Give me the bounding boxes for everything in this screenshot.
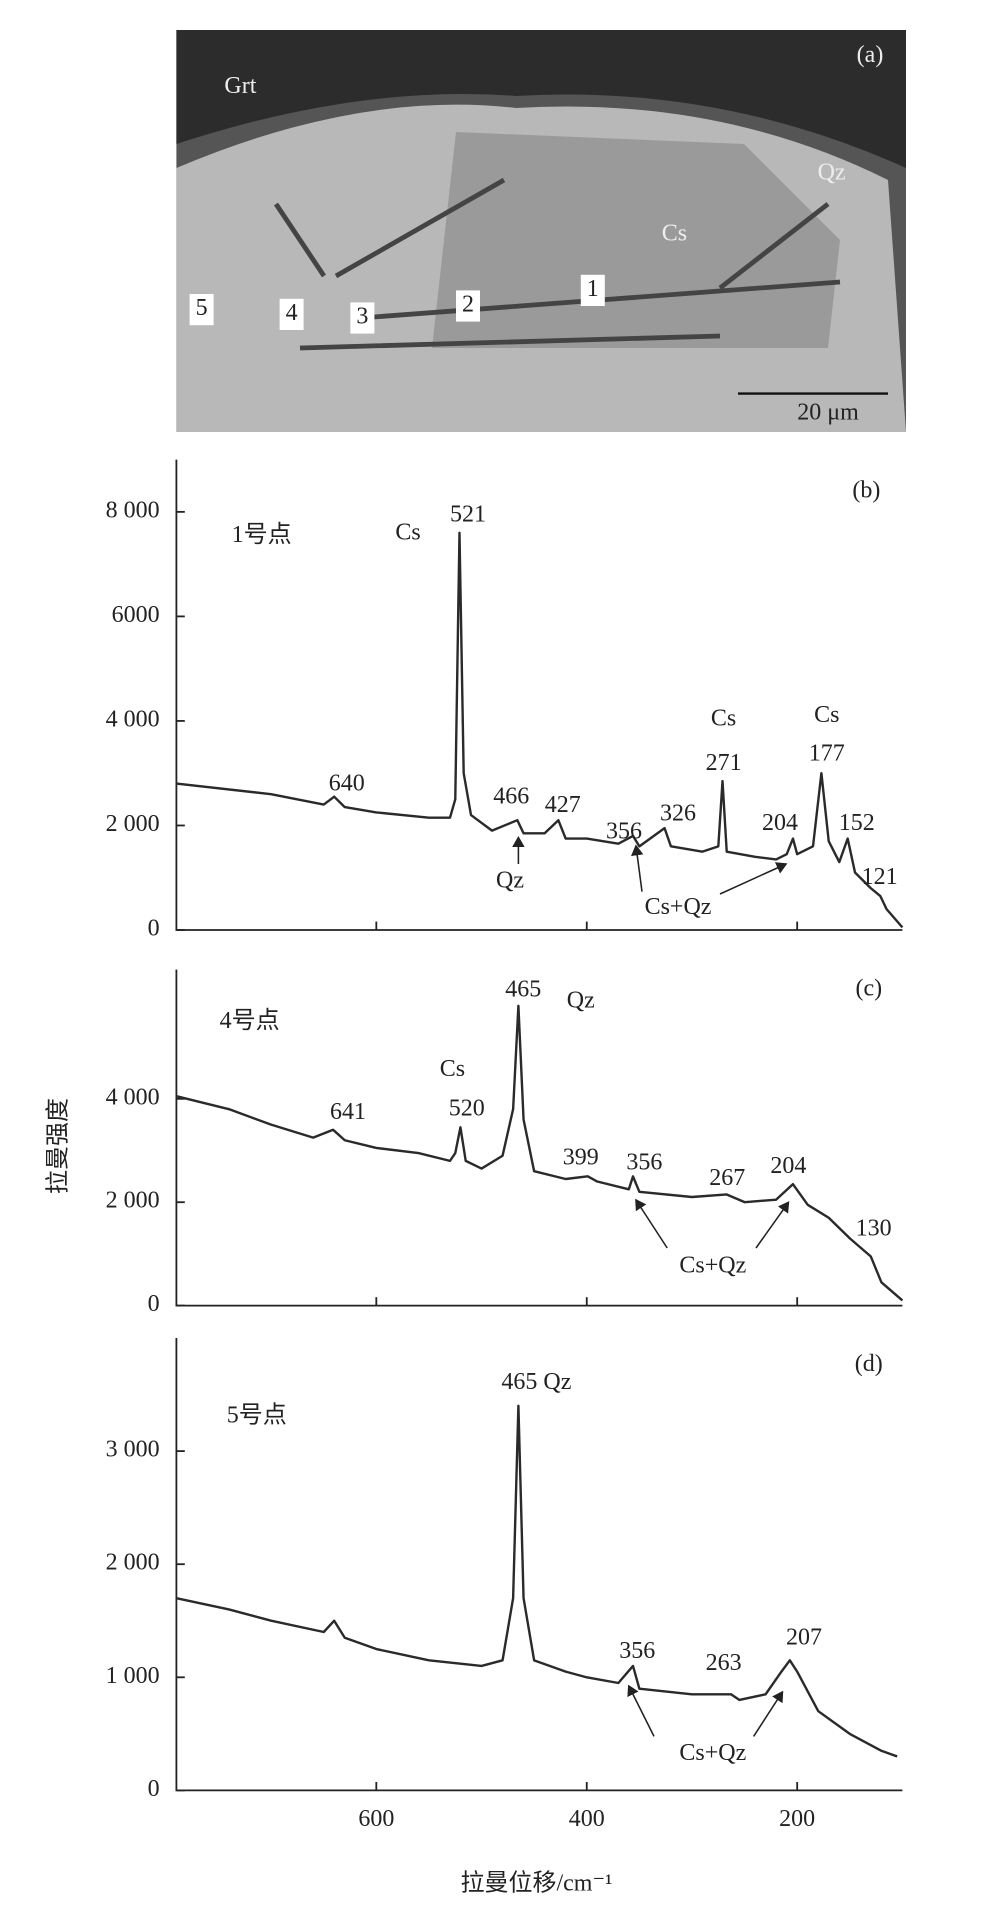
- peak-label: 177: [809, 740, 845, 766]
- point-box: [279, 298, 304, 330]
- peak-label: 204: [770, 1153, 806, 1179]
- x-tick-label: 400: [569, 1806, 605, 1832]
- peak-label: 130: [856, 1216, 892, 1242]
- point-box: [189, 294, 214, 326]
- annotation: 4号点: [220, 1007, 280, 1034]
- point-box: [350, 302, 375, 334]
- peak-label: 121: [862, 864, 898, 890]
- y-tick-label: 2 000: [106, 811, 160, 837]
- x-tick-label: 600: [358, 1806, 394, 1832]
- spectrum-line: [176, 531, 904, 929]
- mineral-label: Qz: [818, 160, 846, 186]
- peak-label: 326: [660, 800, 696, 826]
- peak-label: 204: [762, 810, 798, 836]
- axis-line: [175, 969, 903, 1307]
- coesite-region: [432, 132, 841, 348]
- annotation: 1号点: [232, 521, 292, 548]
- annotation: (b): [852, 478, 880, 504]
- y-tick-label: 4 000: [106, 1084, 160, 1110]
- peak-label: 271: [706, 750, 742, 776]
- peak-label: 399: [563, 1145, 599, 1171]
- point-label: 3: [356, 304, 368, 330]
- y-tick-label: 8 000: [106, 497, 160, 523]
- x-tick-label: 200: [779, 1806, 815, 1832]
- annotation: Cs: [814, 702, 839, 728]
- y-tick-label: 0: [148, 1776, 160, 1802]
- arrow: [635, 1198, 668, 1249]
- arrow: [631, 844, 644, 892]
- y-tick-label: 2 000: [106, 1550, 160, 1576]
- annotation: Qz: [567, 988, 595, 1014]
- annotation: Cs: [395, 520, 420, 546]
- peak-label: 521: [450, 502, 486, 528]
- mineral-label: Cs: [662, 221, 687, 247]
- y-tick-label: 0: [148, 1291, 160, 1317]
- annotation: 465 Qz: [501, 1369, 571, 1395]
- point-label: 4: [286, 300, 298, 326]
- peak-label: 427: [545, 792, 581, 818]
- spectrum-line: [176, 1004, 904, 1302]
- y-tick-label: 4 000: [106, 706, 160, 732]
- arrow: [755, 1201, 790, 1249]
- y-tick-label: 0: [148, 916, 160, 942]
- peak-label: 207: [786, 1625, 822, 1651]
- peak-label: 356: [619, 1638, 655, 1664]
- annotation: (c): [855, 976, 882, 1002]
- point-box: [580, 274, 605, 306]
- panel-label: (a): [857, 42, 884, 68]
- y-tick-label: 6000: [112, 602, 160, 628]
- y-tick-label: 2 000: [106, 1188, 160, 1214]
- annotation: Cs: [440, 1056, 465, 1082]
- peak-label: 466: [493, 784, 529, 810]
- arrow: [627, 1684, 655, 1737]
- peak-label: 356: [606, 818, 642, 844]
- spectrum-line: [176, 1404, 898, 1758]
- peak-label: 520: [449, 1096, 485, 1122]
- arrow: [752, 1690, 784, 1737]
- peak-label: 465: [505, 977, 541, 1003]
- annotation: Cs: [711, 706, 736, 732]
- annotation: 5号点: [227, 1402, 287, 1429]
- annotation: Cs+Qz: [645, 894, 712, 920]
- point-label: 1: [587, 276, 599, 302]
- x-axis-label: 拉曼位移/cm⁻¹: [460, 1870, 612, 1897]
- y-axis-label: 拉曼强度: [44, 1098, 71, 1194]
- peak-label: 356: [626, 1150, 662, 1176]
- peak-label: 152: [839, 810, 875, 836]
- micrograph: Grt (a) Qz Cs 20 μm: [176, 30, 907, 433]
- peak-label: 641: [330, 1099, 366, 1125]
- point-box: [456, 290, 481, 322]
- garnet-region: [176, 30, 907, 169]
- mineral-label: Grt: [224, 73, 256, 99]
- annotation: (d): [855, 1351, 883, 1377]
- peak-label: 267: [709, 1165, 745, 1191]
- scale-label: 20 μm: [797, 400, 859, 426]
- annotation: Cs+Qz: [679, 1740, 746, 1766]
- arrow: [719, 862, 788, 895]
- point-label: 2: [462, 292, 474, 318]
- annotation: Cs+Qz: [679, 1253, 746, 1279]
- y-tick-label: 1 000: [106, 1663, 160, 1689]
- peak-label: 263: [706, 1650, 742, 1676]
- annotation: Qz: [496, 868, 524, 894]
- peak-label: 640: [329, 770, 365, 796]
- y-tick-label: 3 000: [106, 1437, 160, 1463]
- point-label: 5: [196, 295, 208, 321]
